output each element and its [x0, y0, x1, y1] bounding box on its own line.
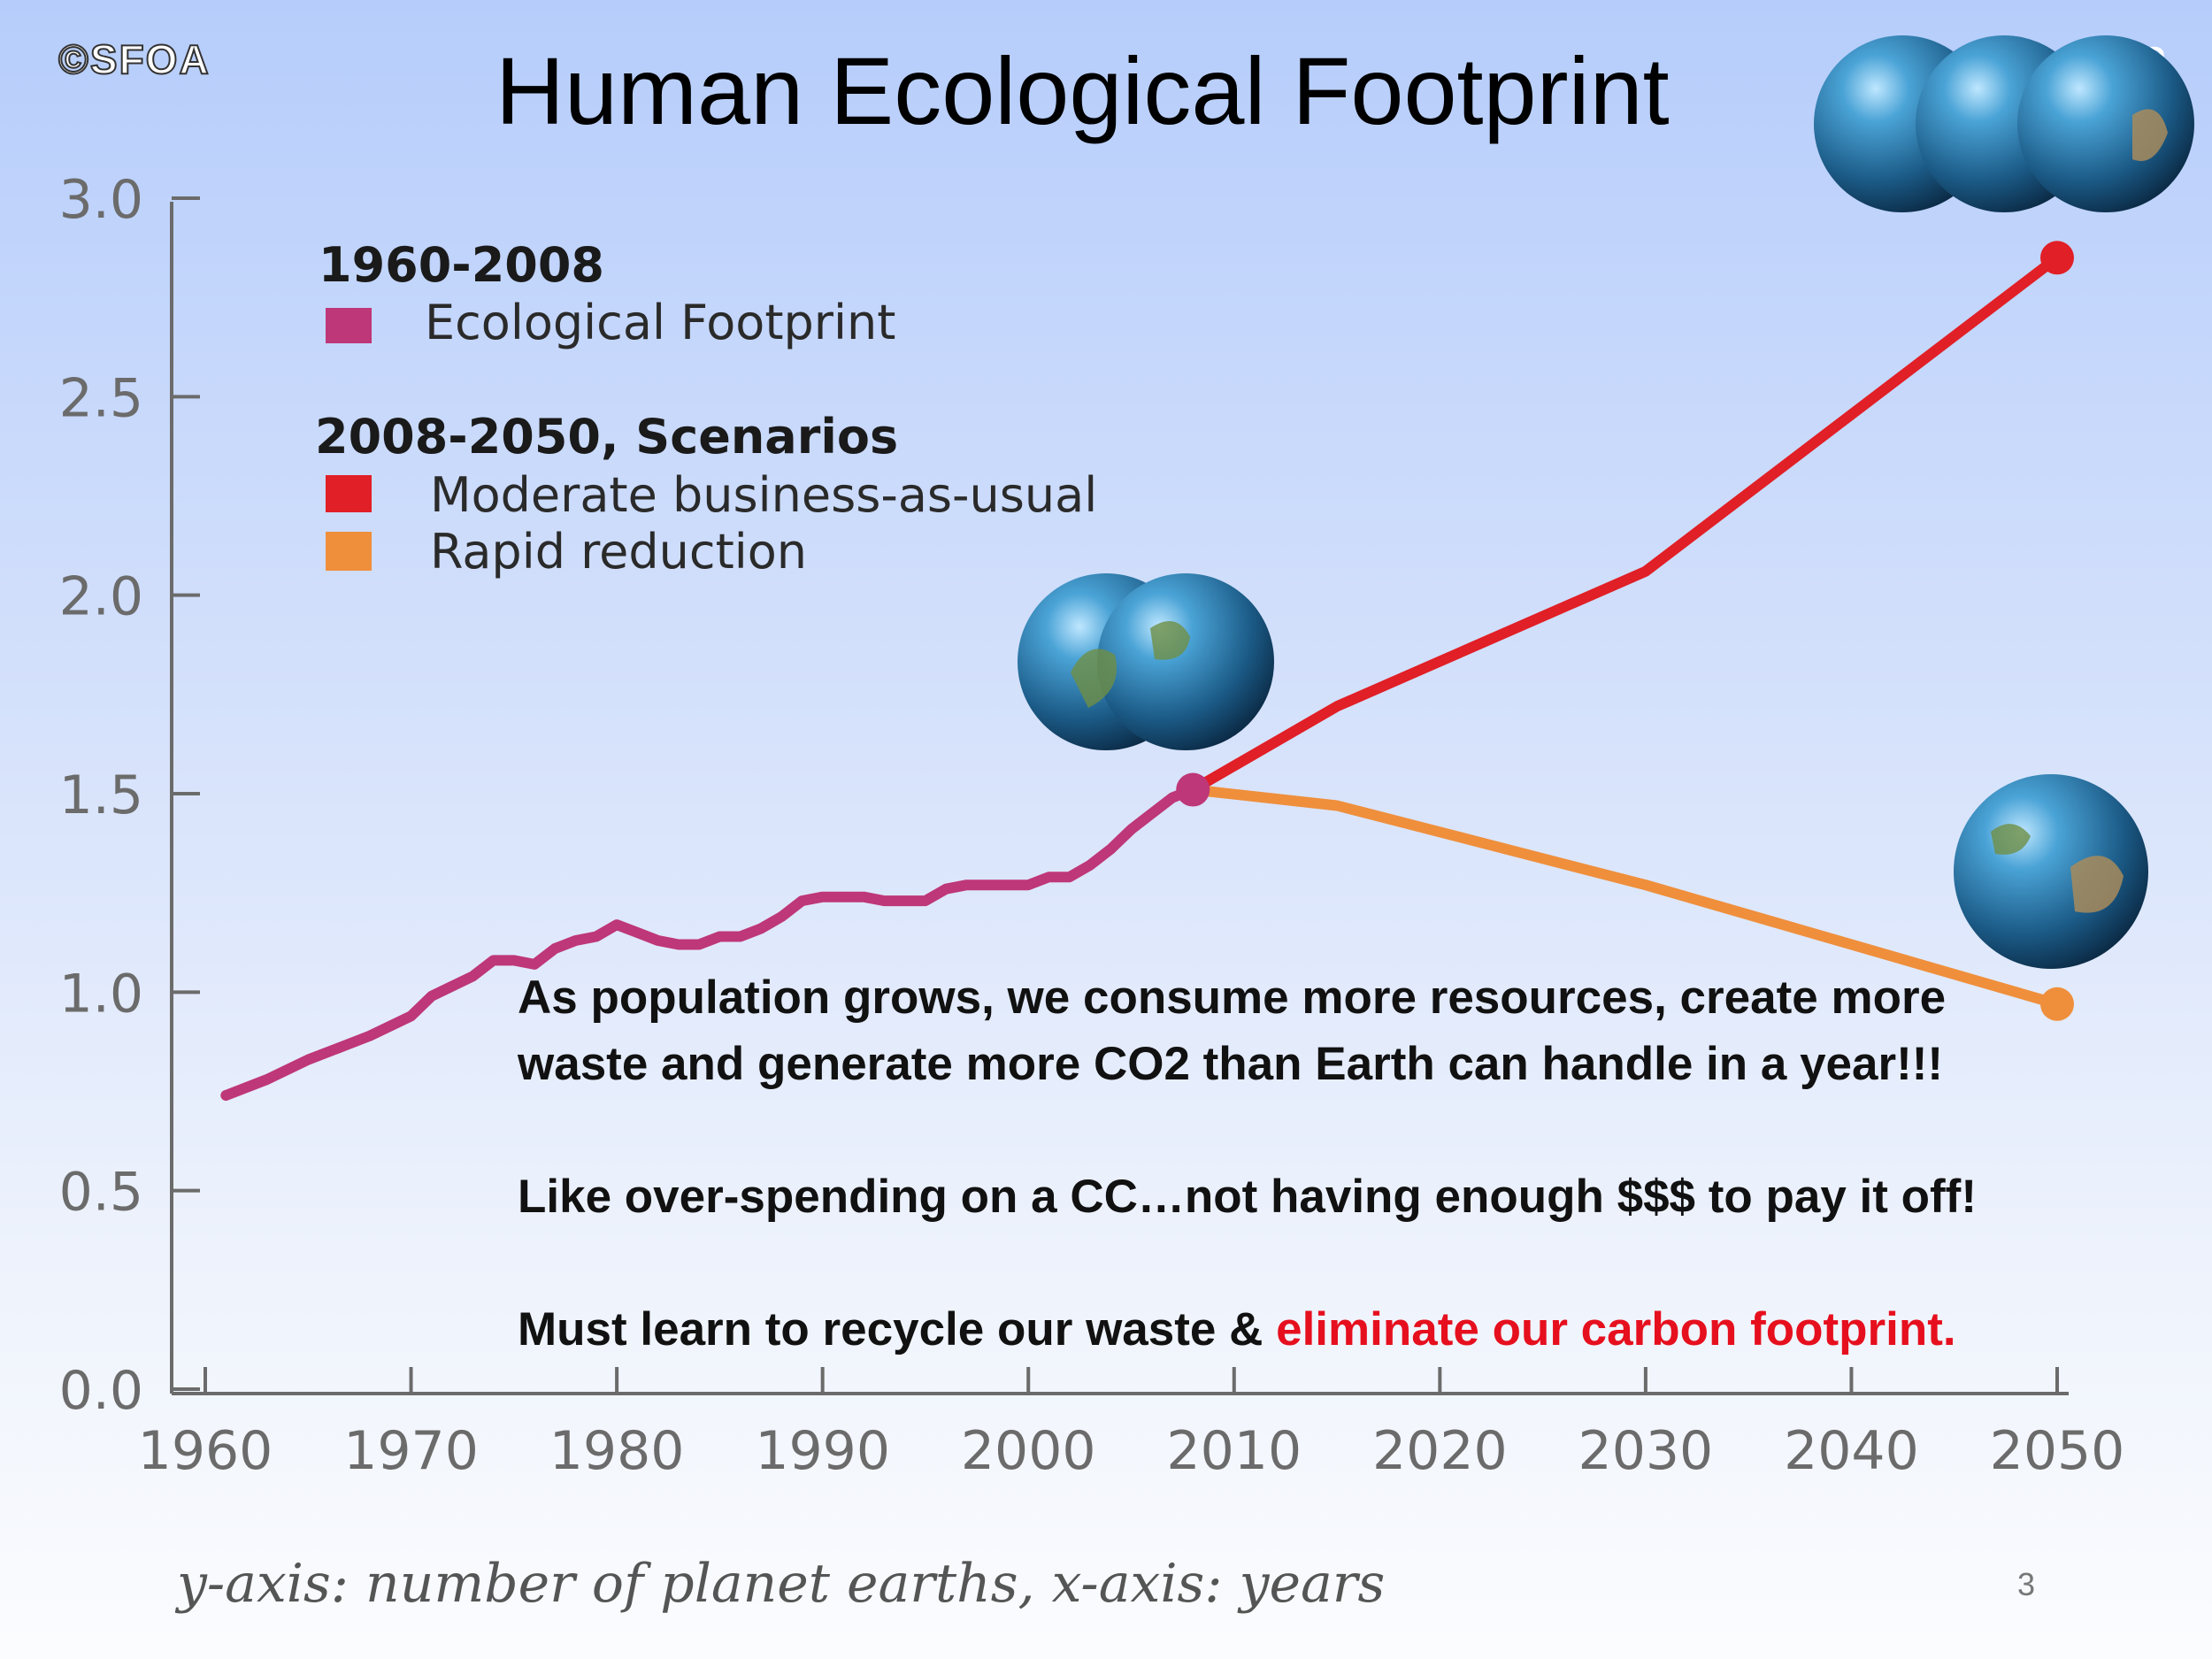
annotation-line-2: Like over-spending on a CC…not having en… — [518, 1171, 1977, 1223]
annotation-line-1: As population grows, we consume more res… — [518, 972, 1947, 1090]
y-tick-label-5: 2.5 — [59, 367, 143, 429]
x-tick-label-7: 2030 — [1578, 1420, 1714, 1482]
annotation-line-3-plain: Must learn to recycle our waste & — [518, 1303, 1277, 1356]
x-tick-label-5: 2010 — [1166, 1420, 1302, 1482]
y-tick-label-1: 0.5 — [59, 1162, 143, 1224]
earth-icon-triple-2050 — [1814, 35, 2194, 212]
chart-axes — [170, 202, 2069, 1395]
annotation-line-3: Must learn to recycle our waste & elimin… — [518, 1296, 2066, 1363]
earth-icon-pair-2008 — [1018, 573, 1274, 750]
series-line-1 — [1187, 252, 2062, 795]
legend-swatch-rapid-reduction — [326, 532, 372, 571]
x-tick-label-8: 2040 — [1784, 1420, 1919, 1482]
x-tick-label-2: 1980 — [549, 1420, 685, 1482]
axis-ticks: 0.0 0.5 1.0 1.5 2.0 2.5 3.0 1960 1970 1980 1990 200… — [59, 169, 2125, 1482]
y-tick-label-4: 2.0 — [59, 566, 143, 628]
legend-label-rapid-reduction: Rapid reduction — [430, 524, 807, 580]
series-end-marker-0 — [1176, 772, 1210, 807]
earth-icons — [1018, 35, 2194, 969]
legend-label-ecological-footprint: Ecological Footprint — [425, 295, 895, 350]
axis-caption: y-axis: number of planet earths, x-axis:… — [177, 1553, 1386, 1615]
copyright-mark: ©SFOA — [58, 35, 211, 83]
slide-title: Human Ecological Footprint — [495, 37, 1670, 144]
annotation-line-3-highlight: eliminate our carbon footprint. — [1276, 1303, 1956, 1356]
chart-series — [220, 252, 2062, 1101]
legend-group2-title: 2008-2050, Scenarios — [315, 409, 898, 465]
y-tick-label-2: 1.0 — [59, 963, 143, 1025]
earth-icon-single-2050 — [1954, 774, 2148, 969]
page-number: 3 — [2017, 1566, 2036, 1602]
legend-swatch-business-as-usual — [326, 475, 372, 512]
x-tick-label-9: 2050 — [1990, 1420, 2125, 1482]
x-tick-label-1: 1970 — [343, 1420, 479, 1482]
y-tick-label-3: 1.5 — [59, 764, 143, 826]
legend-group1-title: 1960-2008 — [319, 237, 604, 293]
legend-swatch-ecological-footprint — [326, 308, 372, 343]
series-end-marker-1 — [2040, 241, 2074, 275]
x-tick-label-4: 2000 — [961, 1420, 1096, 1482]
legend-label-business-as-usual: Moderate business-as-usual — [430, 467, 1097, 523]
chart-markers — [1176, 241, 2074, 1021]
chart-legend: 1960-2008 Ecological Footprint 2008-2050… — [315, 237, 1097, 580]
series-line-0 — [220, 784, 1199, 1101]
x-tick-label-6: 2020 — [1372, 1420, 1508, 1482]
y-tick-label-6: 3.0 — [59, 169, 143, 231]
x-tick-label-0: 1960 — [138, 1420, 273, 1482]
series-line-2 — [1187, 784, 2062, 1010]
x-tick-label-3: 1990 — [755, 1420, 890, 1482]
series-end-marker-2 — [2040, 987, 2074, 1021]
chart-annotation: As population grows, we consume more res… — [518, 964, 2066, 1429]
y-tick-label-0: 0.0 — [59, 1360, 143, 1422]
